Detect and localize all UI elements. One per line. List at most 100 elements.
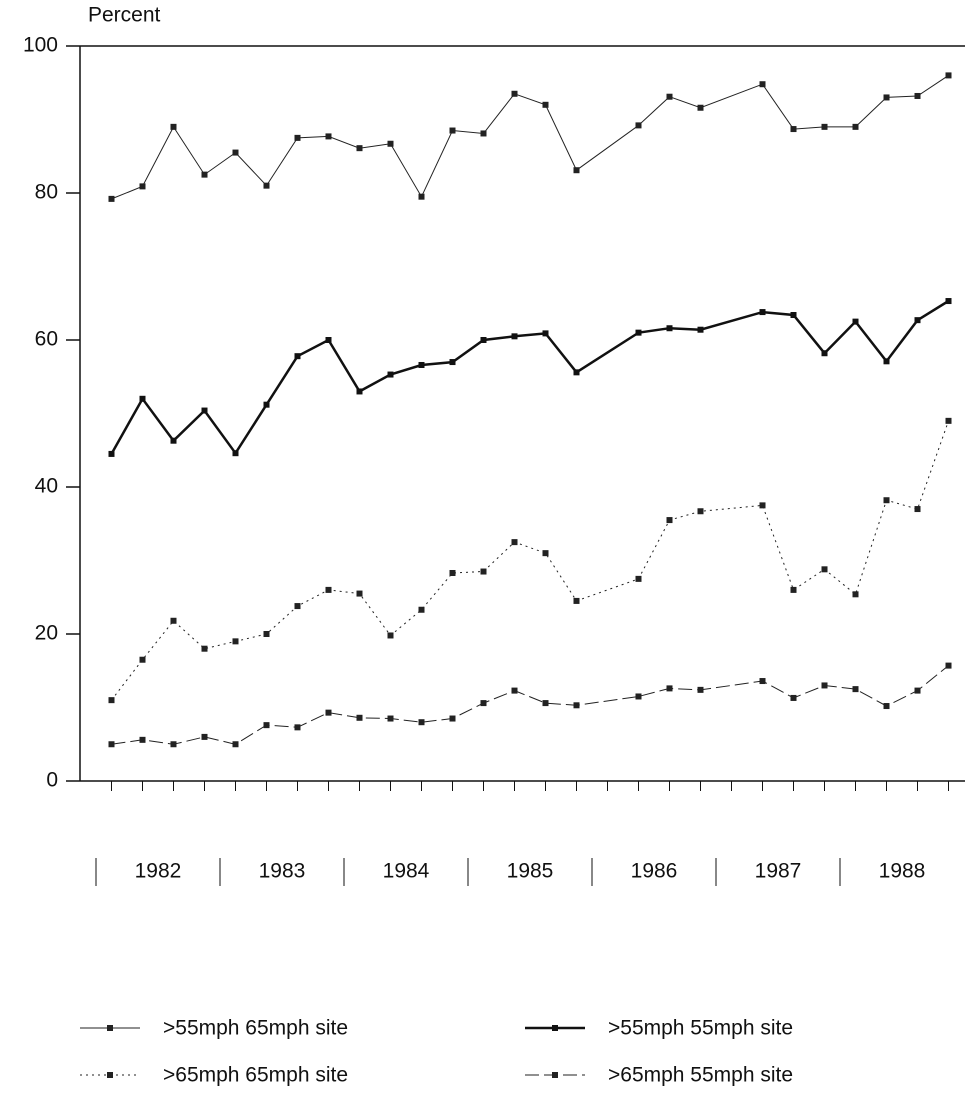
- data-point: [821, 350, 828, 357]
- y-axis-label: Percent: [88, 4, 161, 27]
- data-point: [325, 337, 332, 343]
- data-point: [883, 358, 890, 365]
- data-point: [697, 326, 704, 333]
- data-point: [573, 167, 580, 174]
- y-tick-label: 60: [35, 328, 58, 351]
- data-point: [418, 193, 425, 200]
- y-tick-label: 80: [35, 181, 58, 204]
- data-point: [387, 715, 394, 722]
- legend-marker: [107, 1072, 113, 1078]
- data-point: [480, 700, 487, 707]
- data-point: [232, 450, 239, 457]
- data-point: [790, 586, 797, 593]
- data-point: [201, 407, 208, 414]
- data-point: [697, 104, 704, 111]
- data-point: [821, 566, 828, 573]
- data-point: [263, 182, 270, 189]
- data-point: [387, 140, 394, 147]
- data-point: [108, 697, 115, 704]
- data-point: [666, 93, 673, 100]
- data-point: [294, 603, 301, 610]
- data-point: [108, 741, 115, 748]
- data-point: [232, 149, 239, 156]
- series-line: [111, 74, 949, 200]
- data-point: [356, 145, 363, 152]
- data-point: [139, 656, 146, 663]
- data-point: [914, 317, 921, 324]
- data-point: [356, 388, 363, 395]
- series-line: [110, 299, 950, 456]
- data-point: [387, 371, 394, 378]
- x-tick-label: 1982: [135, 860, 182, 883]
- data-point: [914, 506, 921, 513]
- legend-marker: [552, 1072, 558, 1078]
- data-point: [294, 134, 301, 141]
- y-tick-label: 0: [46, 769, 58, 792]
- data-point: [945, 72, 952, 79]
- data-point: [666, 517, 673, 524]
- data-point: [325, 586, 332, 593]
- data-point: [759, 678, 766, 685]
- data-point: [449, 359, 456, 366]
- data-point: [139, 395, 146, 402]
- data-point: [511, 687, 518, 694]
- x-tick-label: 1987: [755, 860, 802, 883]
- data-point: [883, 94, 890, 101]
- data-point: [914, 92, 921, 99]
- data-point: [263, 722, 270, 729]
- data-point: [511, 90, 518, 97]
- y-tick-label: 100: [23, 34, 58, 57]
- data-point: [573, 702, 580, 709]
- data-point: [232, 638, 239, 645]
- data-point: [201, 733, 208, 740]
- data-point: [480, 130, 487, 137]
- series-line: [111, 665, 949, 745]
- data-point: [790, 312, 797, 319]
- legend-marker: [552, 1025, 558, 1031]
- data-point: [356, 714, 363, 721]
- series-line: [111, 420, 949, 701]
- data-point: [914, 687, 921, 694]
- data-point: [635, 575, 642, 582]
- legend-label: >55mph 65mph site: [163, 1017, 348, 1040]
- y-tick-label: 20: [35, 622, 58, 645]
- data-point: [511, 333, 518, 340]
- data-point: [418, 719, 425, 726]
- x-tick-label: 1986: [631, 860, 678, 883]
- data-point: [666, 685, 673, 692]
- data-point: [697, 686, 704, 693]
- data-point: [325, 133, 332, 140]
- data-point: [108, 195, 115, 202]
- data-point: [542, 550, 549, 557]
- data-point: [852, 591, 859, 598]
- data-point: [170, 617, 177, 624]
- data-point: [790, 694, 797, 701]
- data-point: [139, 736, 146, 743]
- data-point: [852, 318, 859, 325]
- data-point: [542, 700, 549, 707]
- data-point: [449, 127, 456, 134]
- data-point: [108, 450, 115, 457]
- data-point: [852, 123, 859, 130]
- data-point: [945, 662, 952, 669]
- legend-label: >55mph 55mph site: [608, 1017, 793, 1040]
- legend-label: >65mph 55mph site: [608, 1064, 793, 1087]
- data-point: [170, 741, 177, 748]
- data-point: [635, 693, 642, 700]
- data-point: [201, 171, 208, 178]
- data-point: [883, 703, 890, 710]
- data-point: [542, 330, 549, 337]
- data-point: [170, 437, 177, 444]
- data-point: [759, 309, 766, 316]
- data-point: [945, 417, 952, 424]
- data-point: [821, 123, 828, 130]
- data-point: [511, 539, 518, 546]
- data-point: [449, 569, 456, 576]
- data-point: [945, 298, 952, 305]
- data-point: [759, 81, 766, 88]
- data-point: [201, 645, 208, 652]
- data-point: [480, 568, 487, 575]
- x-tick-label: 1984: [383, 860, 430, 883]
- data-point: [387, 632, 394, 639]
- data-point: [263, 401, 270, 408]
